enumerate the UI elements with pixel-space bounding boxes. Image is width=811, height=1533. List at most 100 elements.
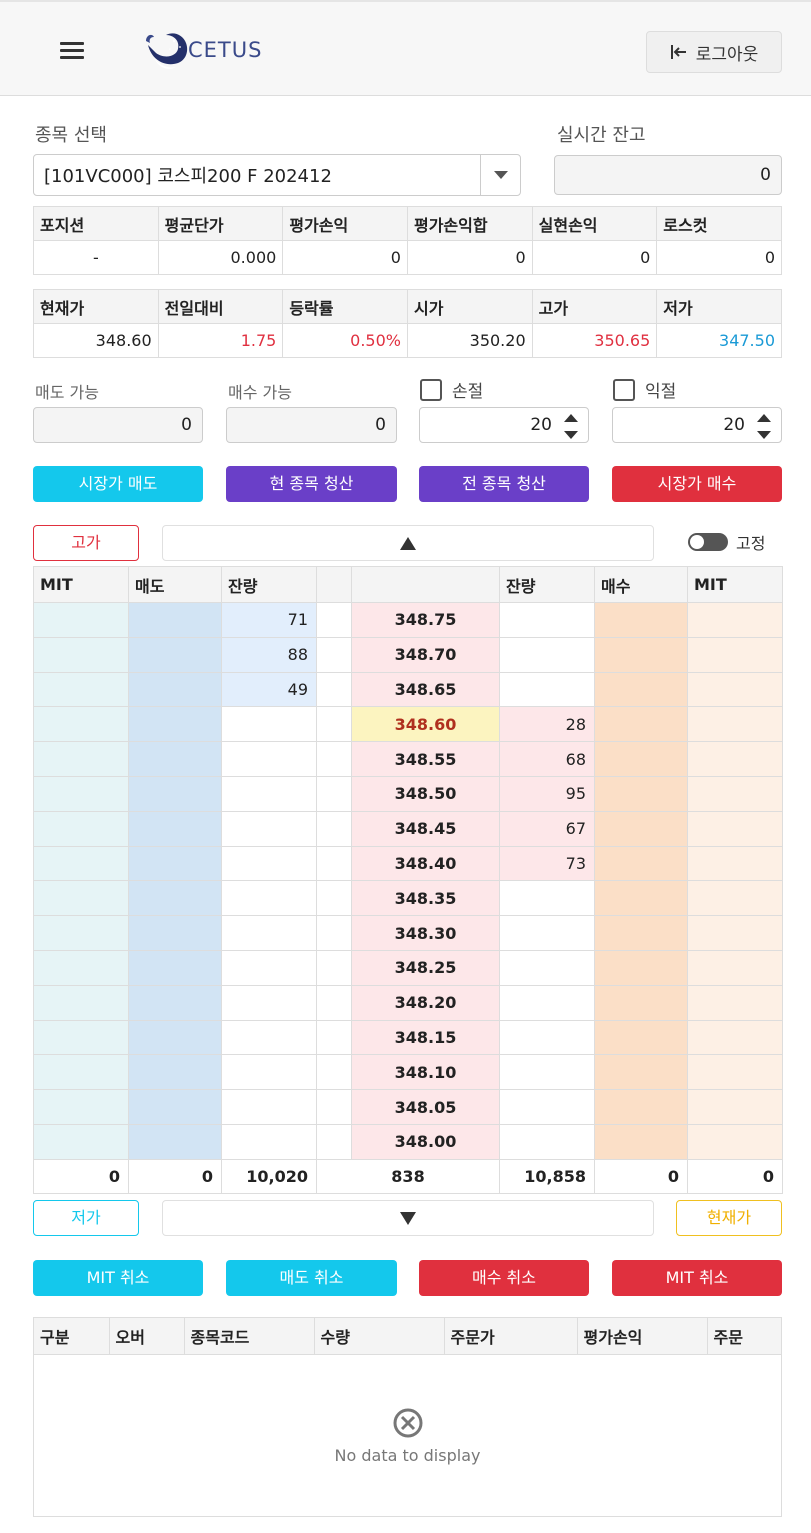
sell-order-cell[interactable] xyxy=(128,949,222,986)
mit-buy-cell[interactable] xyxy=(687,1019,783,1056)
sell-order-cell[interactable] xyxy=(128,1123,222,1160)
sell-order-cell[interactable] xyxy=(128,1089,222,1125)
mit-buy-cell[interactable] xyxy=(687,1123,783,1160)
stoploss-decrement-icon[interactable] xyxy=(564,430,578,439)
mit-buy-cell[interactable] xyxy=(687,949,783,986)
chevron-down-icon[interactable] xyxy=(480,155,520,195)
stoploss-increment-icon[interactable] xyxy=(564,413,578,422)
orders-header-code[interactable]: 종목코드 xyxy=(184,1318,315,1355)
mit-sell-cell[interactable] xyxy=(33,845,129,882)
sell-order-cell[interactable] xyxy=(128,1019,222,1056)
mit-buy-cell[interactable] xyxy=(687,636,783,673)
mit-sell-cell[interactable] xyxy=(33,1019,129,1056)
buy-order-cell[interactable] xyxy=(594,1123,688,1160)
sell-order-cell[interactable] xyxy=(128,602,222,638)
buy-order-cell[interactable] xyxy=(594,741,688,777)
mit-sell-cell[interactable] xyxy=(33,602,129,638)
buy-order-cell[interactable] xyxy=(594,1089,688,1125)
takeprofit-checkbox-box[interactable] xyxy=(613,378,635,401)
logout-button[interactable]: 로그아웃 xyxy=(646,31,782,73)
sell-cancel-button[interactable]: 매도 취소 xyxy=(226,1260,397,1296)
liquidate-current-button[interactable]: 현 종목 청산 xyxy=(226,466,397,502)
mit-sell-cell[interactable] xyxy=(33,915,129,951)
mit-buy-cell[interactable] xyxy=(687,706,783,743)
sell-order-cell[interactable] xyxy=(128,845,222,882)
sell-order-cell[interactable] xyxy=(128,1054,222,1091)
mit-sell-cell[interactable] xyxy=(33,775,129,812)
buy-order-cell[interactable] xyxy=(594,984,688,1021)
buy-order-cell[interactable] xyxy=(594,1054,688,1091)
buy-order-cell[interactable] xyxy=(594,845,688,882)
mit-sell-cell[interactable] xyxy=(33,636,129,673)
orders-header-type[interactable]: 구분 xyxy=(34,1318,110,1355)
orders-header-eval-pl[interactable]: 평가손익 xyxy=(577,1318,708,1355)
orders-header-order[interactable]: 주문 xyxy=(707,1318,781,1355)
buy-order-cell[interactable] xyxy=(594,636,688,673)
mit-sell-cell[interactable] xyxy=(33,949,129,986)
mit-buy-cell[interactable] xyxy=(687,741,783,777)
mit-sell-cell[interactable] xyxy=(33,741,129,777)
mit-buy-cell[interactable] xyxy=(687,915,783,951)
sell-order-cell[interactable] xyxy=(128,880,222,917)
mit-buy-cell[interactable] xyxy=(687,671,783,708)
mit-sell-cell[interactable] xyxy=(33,671,129,708)
sell-order-cell[interactable] xyxy=(128,671,222,708)
orders-header-qty[interactable]: 수량 xyxy=(314,1318,445,1355)
stoploss-checkbox[interactable]: 손절 xyxy=(420,377,483,402)
buy-order-cell[interactable] xyxy=(594,602,688,638)
jump-high-button[interactable]: 고가 xyxy=(33,525,139,561)
buy-order-cell[interactable] xyxy=(594,810,688,847)
buy-order-cell[interactable] xyxy=(594,880,688,917)
takeprofit-stepper[interactable]: 20 xyxy=(612,407,782,443)
fixed-toggle[interactable] xyxy=(688,533,728,551)
sell-order-cell[interactable] xyxy=(128,915,222,951)
menu-icon[interactable] xyxy=(60,42,84,60)
mit-sell-cell[interactable] xyxy=(33,1123,129,1160)
mit-buy-cell[interactable] xyxy=(687,810,783,847)
sell-order-cell[interactable] xyxy=(128,706,222,743)
mit-sell-cell[interactable] xyxy=(33,1089,129,1125)
scroll-up-button[interactable] xyxy=(162,525,654,561)
sell-order-cell[interactable] xyxy=(128,741,222,777)
mit-buy-cell[interactable] xyxy=(687,984,783,1021)
mit-sell-cell[interactable] xyxy=(33,880,129,917)
mit-buy-cell[interactable] xyxy=(687,880,783,917)
market-sell-button[interactable]: 시장가 매도 xyxy=(33,466,203,502)
buy-order-cell[interactable] xyxy=(594,775,688,812)
buy-order-cell[interactable] xyxy=(594,671,688,708)
mit-buy-cell[interactable] xyxy=(687,775,783,812)
stoploss-checkbox-box[interactable] xyxy=(420,378,442,401)
symbol-select[interactable]: [101VC000] 코스피200 F 202412 xyxy=(33,154,521,196)
mit-buy-cell[interactable] xyxy=(687,602,783,638)
mit-buy-cell[interactable] xyxy=(687,845,783,882)
sell-order-cell[interactable] xyxy=(128,775,222,812)
jump-current-button[interactable]: 현재가 xyxy=(676,1200,782,1236)
mit-sell-cell[interactable] xyxy=(33,984,129,1021)
sell-order-cell[interactable] xyxy=(128,984,222,1021)
takeprofit-decrement-icon[interactable] xyxy=(757,430,771,439)
mit-sell-cell[interactable] xyxy=(33,706,129,743)
buy-order-cell[interactable] xyxy=(594,949,688,986)
buy-order-cell[interactable] xyxy=(594,915,688,951)
takeprofit-checkbox[interactable]: 익절 xyxy=(613,377,676,402)
stoploss-stepper[interactable]: 20 xyxy=(419,407,589,443)
mit-buy-cell[interactable] xyxy=(687,1054,783,1091)
logo[interactable]: CETUS xyxy=(140,26,262,74)
jump-low-button[interactable]: 저가 xyxy=(33,1200,139,1236)
liquidate-all-button[interactable]: 전 종목 청산 xyxy=(419,466,589,502)
scroll-down-button[interactable] xyxy=(162,1200,654,1236)
buy-order-cell[interactable] xyxy=(594,1019,688,1056)
sell-order-cell[interactable] xyxy=(128,636,222,673)
takeprofit-increment-icon[interactable] xyxy=(757,413,771,422)
orders-header-price[interactable]: 주문가 xyxy=(444,1318,578,1355)
market-buy-button[interactable]: 시장가 매수 xyxy=(612,466,782,502)
mit-cancel-buy-button[interactable]: MIT 취소 xyxy=(612,1260,782,1296)
sell-order-cell[interactable] xyxy=(128,810,222,847)
buy-cancel-button[interactable]: 매수 취소 xyxy=(419,1260,589,1296)
mit-sell-cell[interactable] xyxy=(33,1054,129,1091)
orders-header-over[interactable]: 오버 xyxy=(109,1318,185,1355)
mit-cancel-sell-button[interactable]: MIT 취소 xyxy=(33,1260,203,1296)
buy-order-cell[interactable] xyxy=(594,706,688,743)
mit-sell-cell[interactable] xyxy=(33,810,129,847)
mit-buy-cell[interactable] xyxy=(687,1089,783,1125)
